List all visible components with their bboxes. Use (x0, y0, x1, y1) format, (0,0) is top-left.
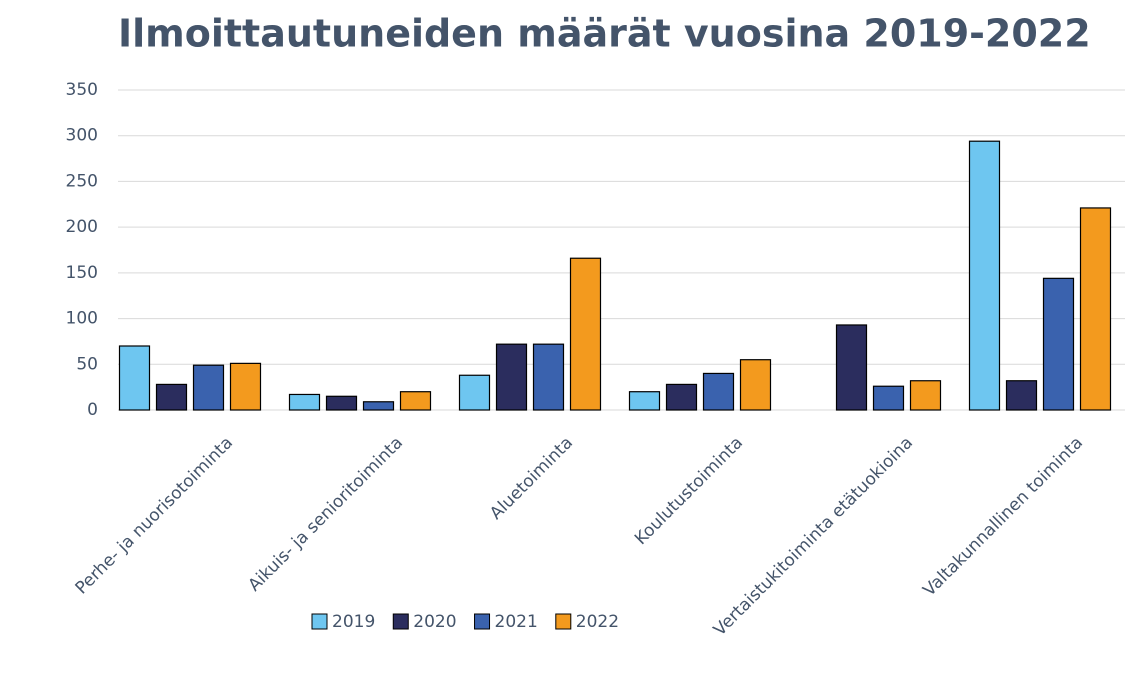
bar (118, 345, 151, 411)
x-tick-label: Aikuis- ja senioritoiminta (244, 433, 407, 596)
bar (192, 364, 225, 411)
legend-swatch (555, 613, 572, 630)
bar (155, 383, 188, 411)
bar (569, 257, 602, 411)
x-tick-label: Koulutustoiminta (631, 433, 747, 549)
legend-swatch (311, 613, 328, 630)
legend-swatch (392, 613, 409, 630)
bar (739, 359, 772, 411)
y-tick-label: 100 (66, 309, 98, 329)
bar (325, 395, 358, 411)
bar (288, 393, 321, 411)
bar (458, 374, 491, 411)
y-tick-label: 300 (66, 126, 98, 146)
bar (495, 343, 528, 411)
y-tick-label: 200 (66, 217, 98, 237)
legend-label: 2020 (413, 612, 456, 632)
bar (399, 391, 432, 411)
bar (362, 401, 395, 411)
bar (909, 380, 942, 411)
bar (665, 383, 698, 411)
x-tick-label: Perhe- ja nuorisotoiminta (72, 433, 237, 598)
x-tick-label: Valtakunnallinen toiminta (919, 433, 1087, 601)
legend-swatch (474, 613, 491, 630)
bar (968, 140, 1001, 411)
bar (229, 362, 262, 411)
y-tick-label: 150 (66, 263, 98, 283)
legend-label: 2019 (332, 612, 375, 632)
x-tick-label: Vertaistukitoiminta etätuokioina (710, 433, 917, 640)
chart-title: Ilmoittautuneiden määrät vuosina 2019-20… (118, 12, 1091, 56)
bar (702, 372, 735, 411)
bar (872, 385, 905, 411)
y-tick-label: 0 (87, 400, 98, 420)
bar (1042, 277, 1075, 411)
bar (1005, 380, 1038, 411)
y-tick-label: 250 (66, 171, 98, 191)
legend-label: 2022 (576, 612, 619, 632)
y-tick-label: 350 (66, 80, 98, 100)
legend-label: 2021 (495, 612, 538, 632)
bar (835, 324, 868, 411)
bar (628, 391, 661, 411)
bar (1079, 207, 1112, 411)
y-tick-label: 50 (76, 354, 98, 374)
bar (532, 343, 565, 411)
x-tick-label: Aluetoiminta (486, 433, 577, 524)
